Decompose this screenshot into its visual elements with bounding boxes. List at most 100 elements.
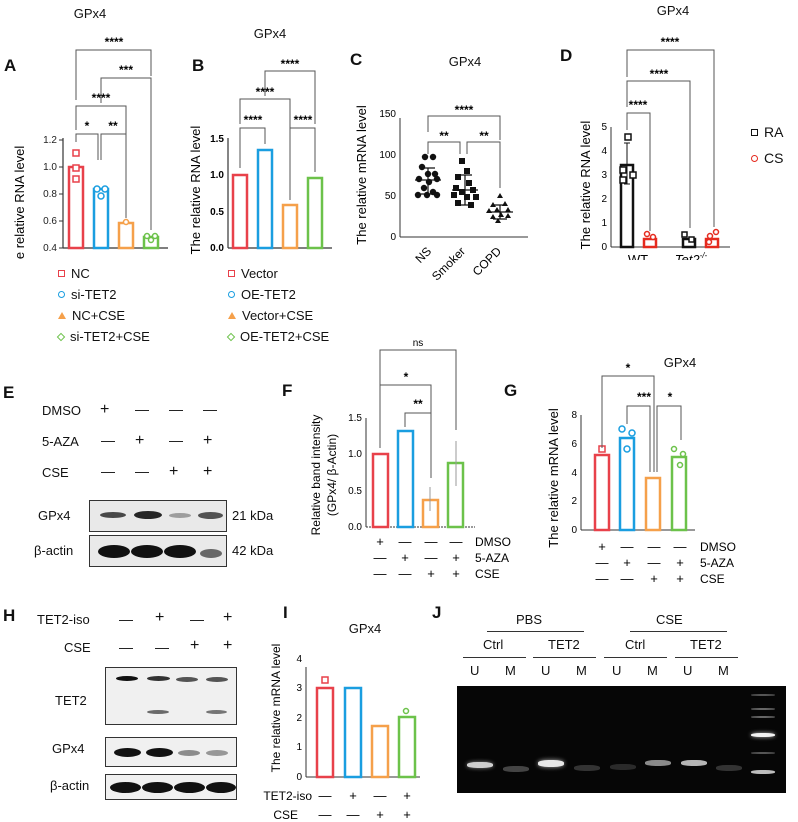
svg-text:1.5: 1.5 [348,413,362,424]
svg-text:****: **** [294,113,313,127]
svg-text:COPD: COPD [470,244,505,279]
blot-label-gpx4: GPx4 [38,508,71,523]
svg-text:1.0: 1.0 [348,449,362,460]
svg-text:****: **** [629,98,648,112]
panel-i-chart: The relative mRNA level 0 1 2 3 4 — + — + —… [263,644,420,822]
svg-text:2: 2 [601,194,607,205]
svg-text:—: — [648,555,661,570]
svg-text:0: 0 [390,232,396,243]
svg-text:***: *** [119,63,133,77]
svg-text:—: — [399,534,412,549]
panel-b-title: GPx4 [253,26,287,41]
svg-text:2: 2 [296,713,302,724]
blot-size-gpx4: 21 kDa [232,508,274,523]
triangle-marker-icon [228,312,236,319]
circle-marker-icon [228,291,235,298]
panel-c-chart: The relative mRNA level 0 50 100 150 ***… [354,103,528,283]
square-marker-icon [228,270,235,277]
svg-text:WT: WT [628,252,648,260]
western-blot-gpx4-h [105,737,237,767]
svg-text:DMSO: DMSO [700,540,736,554]
square-marker-icon [751,128,758,136]
panel-a-ylabel: The relative RNA level [12,146,27,260]
blot-label-actin-h: β-actin [50,778,90,793]
legend-label: si-TET2 [71,287,117,302]
svg-text:ns: ns [413,338,424,349]
legend-label: NC+CSE [72,308,126,323]
svg-text:3: 3 [601,170,607,181]
svg-text:The relative mRNA level: The relative mRNA level [269,644,283,773]
svg-text:NS: NS [412,244,434,266]
svg-text:0: 0 [296,772,302,783]
svg-text:****: **** [256,85,275,99]
panel-label-c: C [350,50,363,69]
western-blot-actin-h [105,774,237,800]
svg-text:*: * [668,390,673,404]
svg-text:CSE: CSE [700,572,725,586]
svg-text:**: ** [439,129,449,143]
svg-text:+: + [403,788,411,803]
svg-text:—: — [450,534,463,549]
svg-text:+: + [676,571,684,586]
svg-text:4: 4 [296,654,302,665]
svg-text:1.2: 1.2 [43,135,57,146]
svg-text:**: ** [108,119,118,133]
legend-label: si-TET2+CSE [70,329,150,344]
svg-text:50: 50 [385,191,397,202]
svg-text:1.5: 1.5 [210,134,224,145]
panel-label-e: E [3,383,15,402]
western-blot-tet2 [105,667,237,725]
svg-text:Tet2-/-: Tet2-/- [675,251,708,260]
svg-text:+: + [598,539,606,554]
svg-text:0.0: 0.0 [210,243,224,254]
panel-d-title: GPx4 [656,3,690,18]
svg-text:**: ** [413,397,423,411]
legend-label: OE-TET2 [241,287,296,302]
svg-text:5-AZA: 5-AZA [475,551,509,565]
svg-text:—: — [596,571,609,586]
svg-text:—: — [319,788,332,803]
svg-text:+: + [403,807,411,822]
svg-text:—: — [374,566,387,581]
svg-text:100: 100 [379,150,396,161]
svg-text:+: + [623,555,631,570]
svg-text:CSE: CSE [475,567,500,581]
panel-g-chart: The relative mRNA level 0 2 4 6 8 * *** … [546,361,736,586]
svg-text:****: **** [455,103,474,117]
svg-text:2: 2 [571,496,577,507]
svg-text:1.0: 1.0 [43,162,57,173]
legend-label: Vector+CSE [242,308,314,323]
svg-text:150: 150 [379,109,396,120]
svg-text:The relative mRNA level: The relative mRNA level [354,105,369,245]
svg-text:****: **** [650,67,669,81]
panel-label-h: H [3,606,16,625]
svg-text:—: — [621,539,634,554]
legend-label: RA [764,124,784,140]
panel-b-chart: The relative RNA level 0.0 0.5 1.0 1.5 *… [188,57,332,254]
svg-text:6: 6 [571,439,577,450]
circle-marker-icon [751,154,758,162]
svg-text:0.4: 0.4 [43,243,57,254]
svg-text:0.5: 0.5 [348,486,362,497]
svg-text:*: * [626,361,631,375]
square-marker-icon [58,270,65,277]
panel-label-b: B [192,56,205,75]
svg-text:****: **** [661,35,680,49]
svg-text:*: * [85,119,90,133]
svg-text:1.0: 1.0 [210,170,224,181]
svg-text:0.8: 0.8 [43,189,57,200]
svg-text:—: — [596,555,609,570]
svg-text:4: 4 [571,468,577,479]
svg-text:+: + [452,566,460,581]
panel-label-g: G [504,381,518,400]
svg-text:DMSO: DMSO [475,535,511,549]
panel-label-j: J [432,603,442,622]
panel-label-i: I [283,603,288,622]
svg-text:5: 5 [601,122,607,133]
svg-text:The relative RNA level: The relative RNA level [578,121,593,250]
svg-text:0.5: 0.5 [210,207,224,218]
panel-a-title: GPx4 [73,6,107,21]
svg-text:+: + [427,566,435,581]
svg-text:+: + [376,807,384,822]
panel-label-a: A [4,56,17,75]
